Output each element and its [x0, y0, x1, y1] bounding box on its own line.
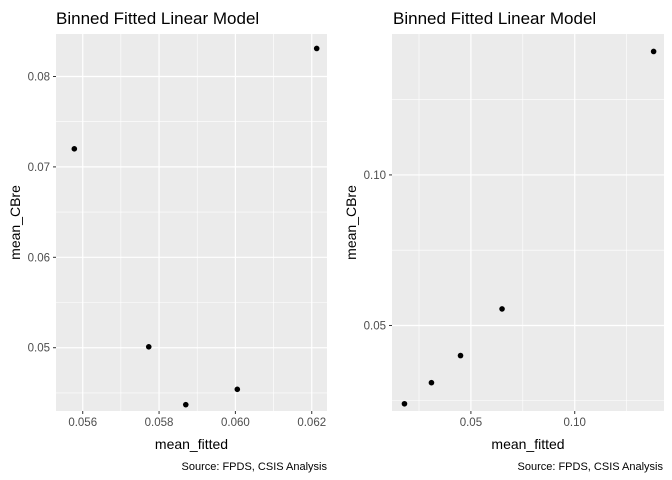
x-tick-label: 0.060 — [221, 417, 250, 429]
tick-labels: 0.05 0.10 0.05 0.10 — [364, 170, 586, 429]
chart-title: Binned Fitted Linear Model — [56, 9, 259, 28]
y-tick-label: 0.06 — [28, 252, 50, 264]
x-tick-label: 0.062 — [297, 417, 326, 429]
gridlines — [56, 34, 327, 411]
left-chart-panel: Binned Fitted Linear Model 0.056 0.058 0.0… — [7, 9, 328, 473]
data-point — [428, 379, 435, 386]
y-tick-label: 0.05 — [364, 320, 386, 332]
data-point — [71, 146, 78, 152]
y-tick-label: 0.10 — [364, 170, 386, 182]
data-point — [401, 400, 408, 407]
plot-background — [56, 34, 327, 411]
y-axis-title: mean_CBre — [7, 185, 23, 260]
data-point — [182, 401, 189, 408]
y-tick-label: 0.07 — [28, 162, 50, 174]
chart-title: Binned Fitted Linear Model — [393, 9, 596, 28]
x-tick-label: 0.058 — [145, 417, 174, 429]
x-tick-label: 0.10 — [564, 417, 586, 429]
data-point — [457, 352, 464, 359]
chart-caption: Source: FPDS, CSIS Analysis — [518, 461, 664, 473]
y-axis-title: mean_CBre — [343, 185, 359, 260]
tick-labels: 0.056 0.058 0.060 0.062 0.05 0.06 0.07 0.08 — [28, 71, 327, 429]
x-axis-title: mean_fitted — [155, 436, 228, 452]
x-tick-label: 0.05 — [460, 417, 482, 429]
data-point — [499, 306, 505, 312]
data-point — [234, 386, 241, 393]
data-points — [71, 45, 320, 408]
right-chart-panel: Binned Fitted Linear Model 0.05 0.10 0.05 0… — [336, 0, 672, 480]
right-chart-svg: Binned Fitted Linear Model 0.05 0.100.050… — [343, 9, 664, 473]
x-tick-label: 0.056 — [68, 417, 97, 429]
data-point — [313, 45, 320, 52]
plot-background — [392, 34, 664, 411]
gridlines — [392, 34, 664, 411]
y-tick-label: 0.05 — [28, 343, 50, 355]
x-axis-title: mean_fitted — [491, 436, 564, 452]
left-chart-svg: Binned Fitted Linear Model 0.056 0.058 0.0… — [7, 9, 328, 473]
data-points — [401, 48, 657, 407]
data-point — [145, 344, 152, 350]
chart-caption: Source: FPDS, CSIS Analysis — [182, 461, 328, 473]
data-point — [650, 48, 657, 55]
y-tick-label: 0.08 — [28, 71, 50, 83]
